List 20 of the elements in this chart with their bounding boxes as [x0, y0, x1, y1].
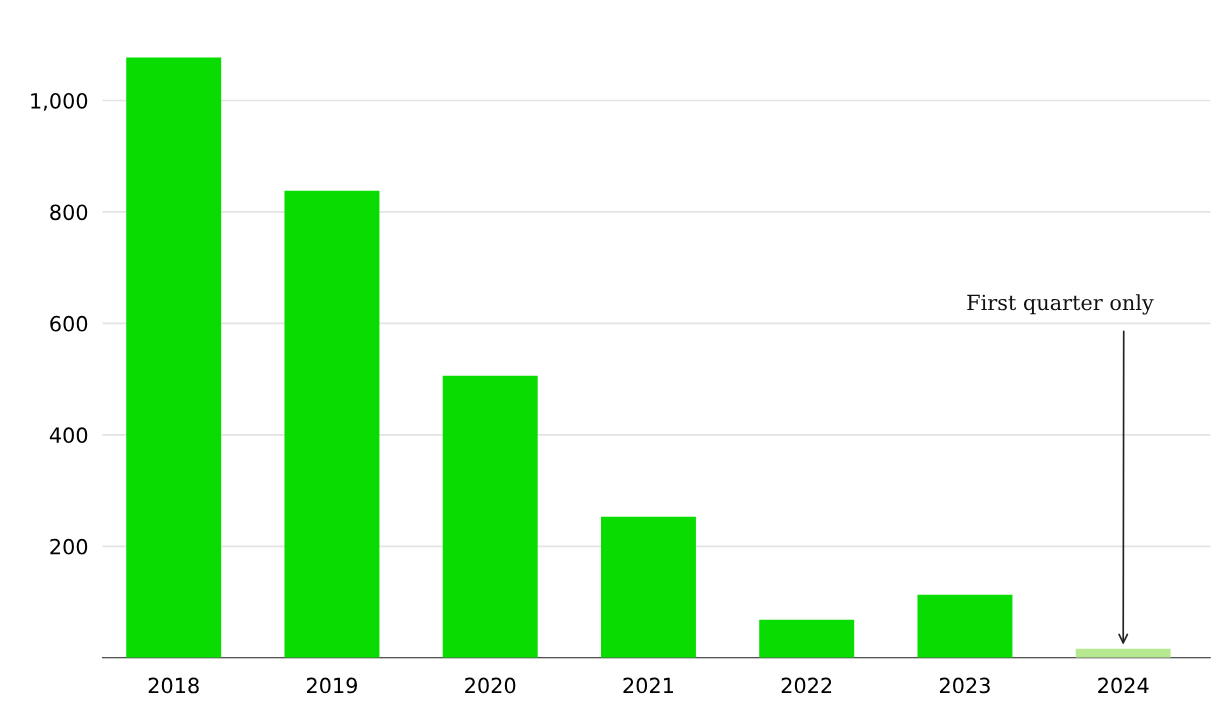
bar: [759, 619, 855, 658]
annotation: First quarter only: [967, 294, 1154, 315]
x-tick-label: 2018: [148, 677, 199, 694]
x-tick-label: 2022: [781, 677, 832, 694]
y-tick-label: 200: [50, 538, 88, 555]
x-tick-label: 2020: [465, 677, 516, 694]
x-tick-label: 2021: [623, 677, 674, 694]
bar: [284, 190, 380, 658]
bar: [600, 516, 696, 658]
bar: [1075, 648, 1171, 658]
bar: [126, 57, 222, 658]
x-tick-label: 2019: [306, 677, 357, 694]
y-tick-label: 800: [50, 204, 88, 221]
x-tick-label: 2024: [1098, 677, 1149, 694]
bar: [442, 375, 538, 658]
x-tick-label: 2023: [939, 677, 990, 694]
y-tick-label: 1,000: [31, 92, 88, 111]
bar: [917, 594, 1013, 658]
y-tick-label: 400: [49, 427, 88, 444]
y-tick-label: 600: [50, 315, 88, 332]
